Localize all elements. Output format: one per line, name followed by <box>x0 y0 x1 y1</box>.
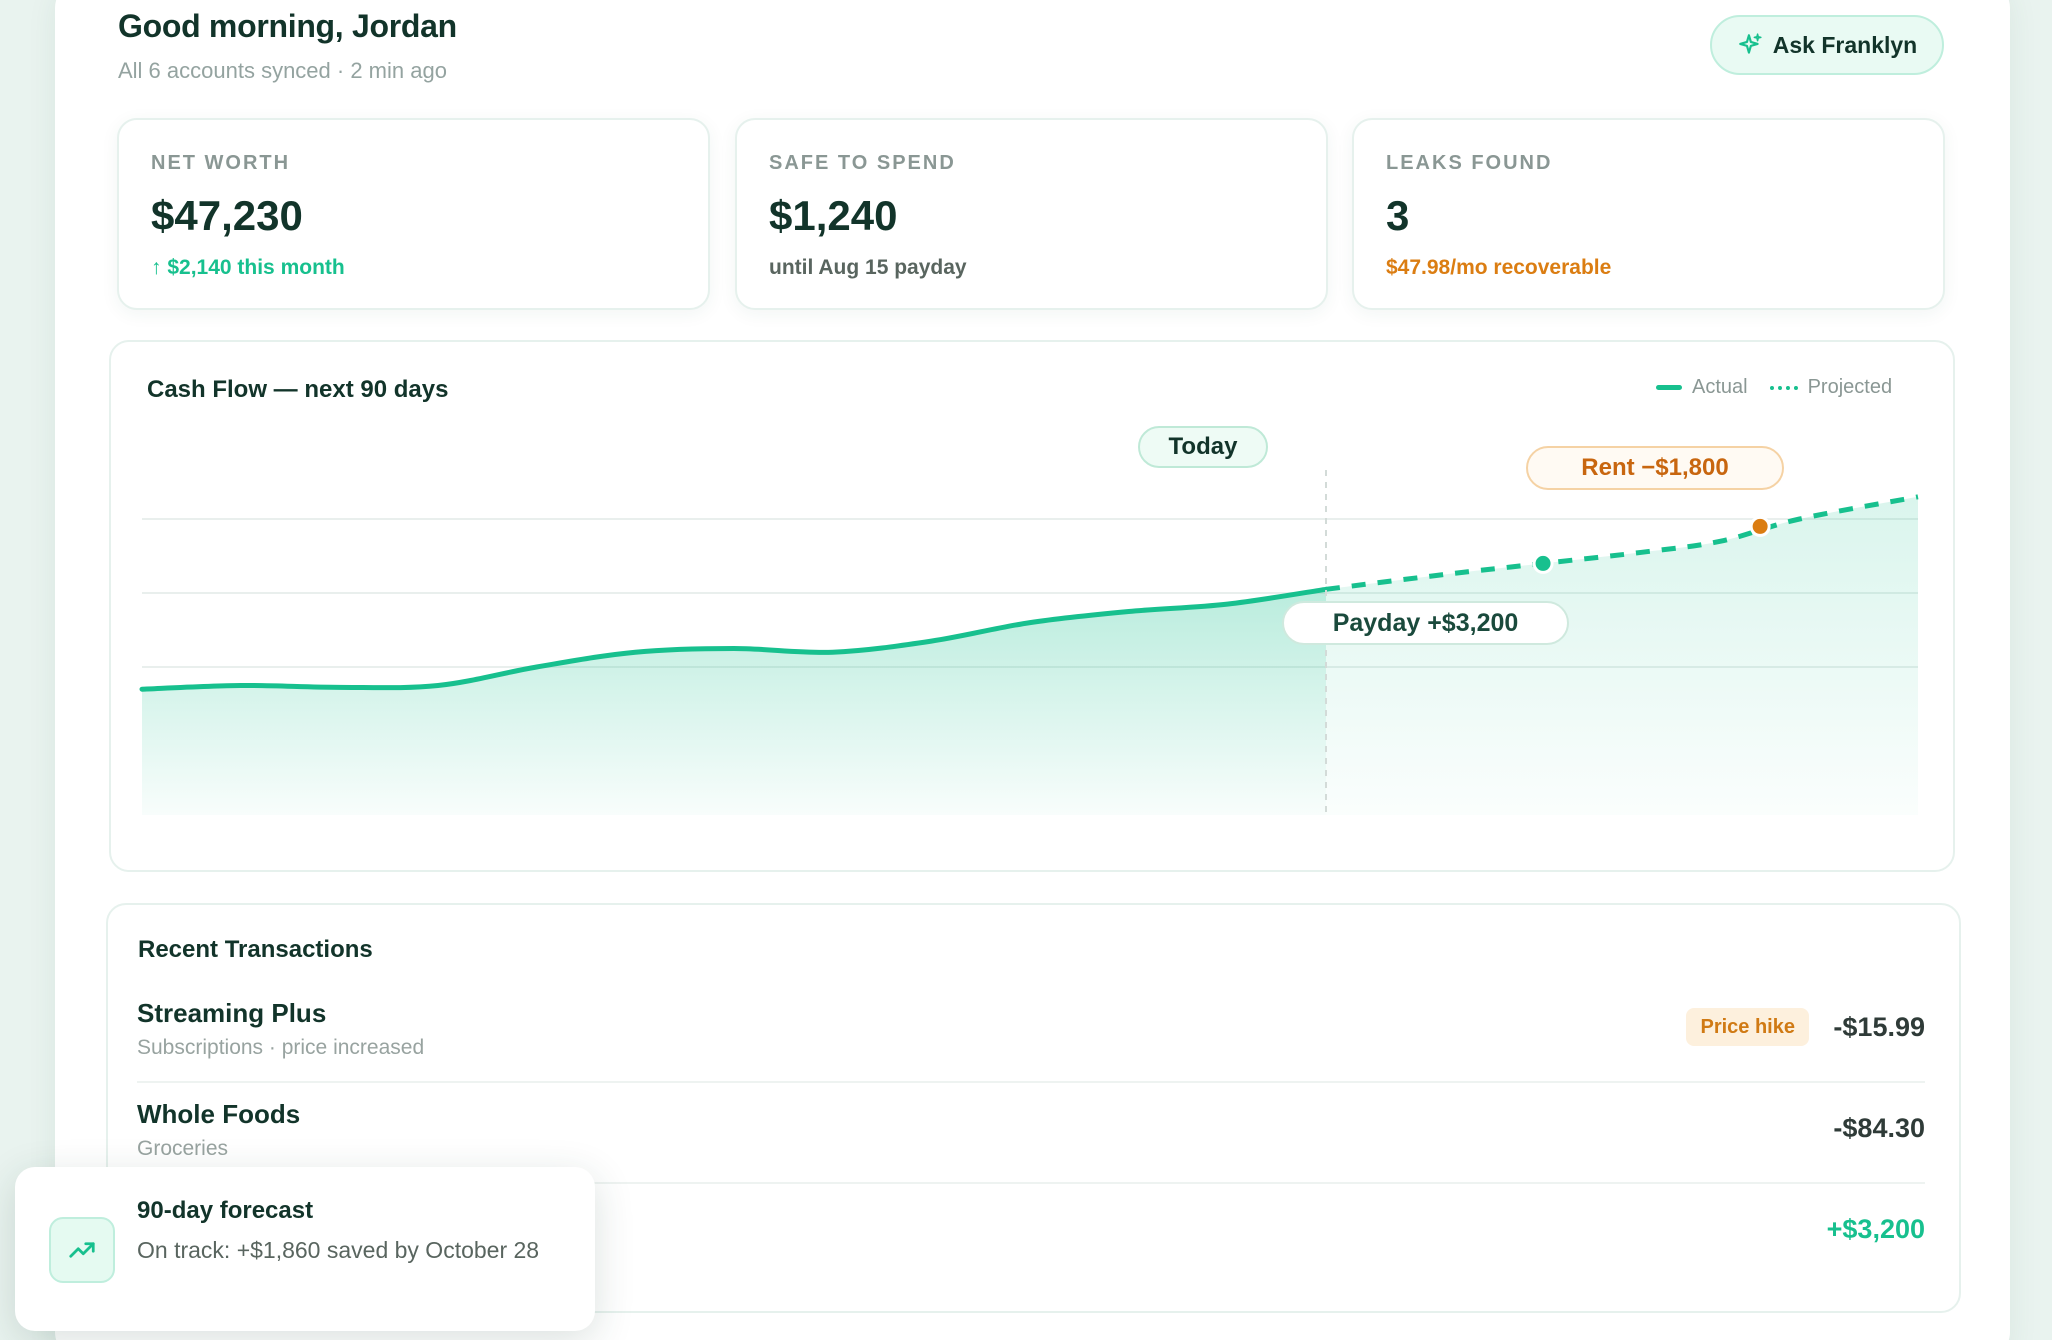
greeting-title: Good morning, Jordan <box>118 8 457 44</box>
safe-to-spend-value: $1,240 <box>769 192 898 239</box>
today-label: Today <box>1138 426 1268 468</box>
toast-body: On track: +$1,860 saved by October 28 <box>137 1237 540 1263</box>
leaks-found-value: 3 <box>1386 192 1410 239</box>
safe-to-spend-label: SAFE TO SPEND <box>769 152 956 174</box>
safe-to-spend-note: until Aug 15 payday <box>769 256 967 279</box>
transactions-title: Recent Transactions <box>138 936 373 963</box>
legend-projected: Projected <box>1769 376 1893 399</box>
transaction-category: Subscriptions · price increased <box>137 1036 425 1059</box>
net-worth-label: NET WORTH <box>151 152 291 174</box>
ask-franklyn-button[interactable]: Ask Franklyn <box>1710 15 1944 75</box>
cash-flow-card <box>109 340 1955 872</box>
legend-actual-swatch <box>1656 385 1682 390</box>
transaction-amount: -$15.99 <box>1833 1012 1925 1042</box>
toast-title: 90-day forecast <box>137 1197 314 1224</box>
forecast-toast[interactable]: 90-day forecast On track: +$1,860 saved … <box>15 1167 595 1331</box>
legend-projected-label: Projected <box>1807 376 1893 398</box>
transaction-category: Groceries <box>137 1137 229 1160</box>
safe-to-spend-card[interactable]: SAFE TO SPEND $1,240 until Aug 15 payday <box>735 118 1328 310</box>
trending-up-icon <box>49 1217 115 1283</box>
transaction-name: Whole Foods <box>137 1099 301 1129</box>
chart-title: Cash Flow — next 90 days <box>147 376 449 403</box>
legend-actual-label: Actual <box>1692 376 1748 398</box>
transaction-row[interactable]: Streaming Plus Subscriptions · price inc… <box>137 998 1925 1098</box>
sync-status: All 6 accounts synced · 2 min ago <box>118 58 447 83</box>
row-divider <box>137 1182 1925 1184</box>
transaction-amount: -$84.30 <box>1833 1113 1925 1143</box>
price-hike-badge: Price hike <box>1686 1008 1809 1046</box>
legend-projected-swatch <box>1769 385 1798 390</box>
sparkle-icon <box>1738 33 1762 54</box>
chart-legend: Actual Projected <box>1656 376 1892 399</box>
leaks-recoverable: $47.98/mo recoverable <box>1386 256 1612 279</box>
leaks-found-card[interactable]: LEAKS FOUND 3 $47.98/mo recoverable <box>1352 118 1945 310</box>
transaction-amount: +$3,200 <box>1826 1214 1925 1244</box>
leaks-found-label: LEAKS FOUND <box>1386 152 1553 174</box>
row-divider <box>137 1081 1925 1083</box>
net-worth-change: ↑ $2,140 this month <box>151 256 345 279</box>
transaction-row[interactable]: +$3,200 <box>137 1200 1925 1300</box>
rent-annotation[interactable]: Rent −$1,800 <box>1526 446 1784 490</box>
net-worth-card[interactable]: NET WORTH $47,230 ↑ $2,140 this month <box>117 118 710 310</box>
transaction-name: Streaming Plus <box>137 998 327 1028</box>
payday-annotation[interactable]: Payday +$3,200 <box>1282 601 1569 645</box>
transaction-row[interactable]: Whole Foods Groceries -$84.30 <box>137 1099 1925 1199</box>
ask-franklyn-label: Ask Franklyn <box>1772 31 1918 58</box>
net-worth-value: $47,230 <box>151 192 303 239</box>
legend-actual: Actual <box>1656 376 1748 399</box>
